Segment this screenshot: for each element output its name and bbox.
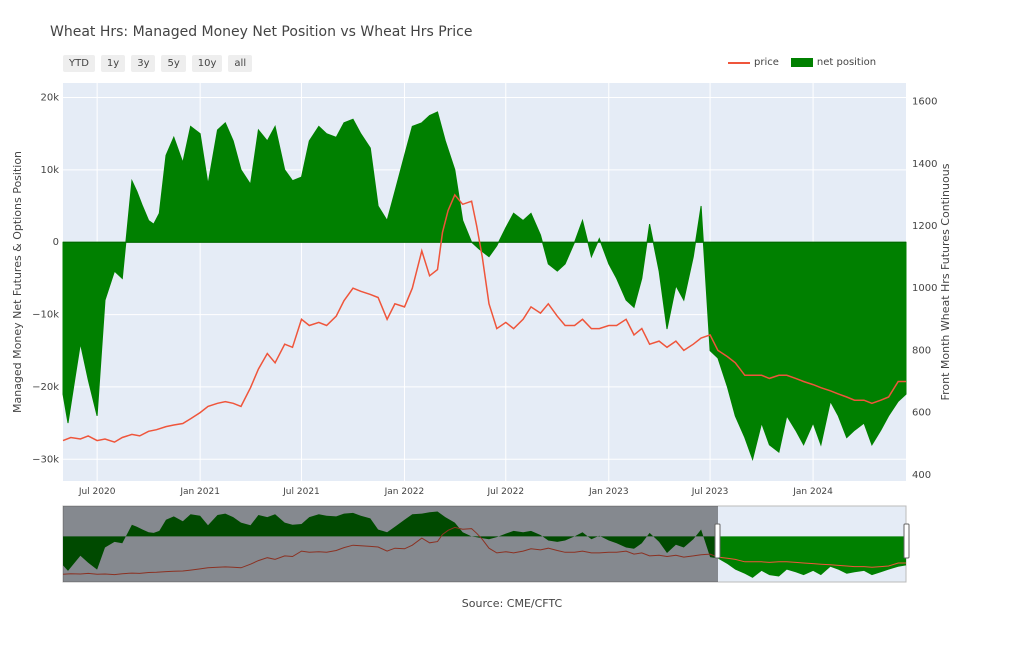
x-tick-label: Jul 2021: [282, 487, 320, 497]
price-line: [62, 193, 906, 443]
legend-price-swatch[interactable]: [728, 61, 750, 64]
y-left-tick-label: −20k: [32, 382, 59, 393]
range-button-3y[interactable]: 3y: [131, 55, 156, 72]
x-tick-label: Jan 2022: [384, 487, 425, 497]
y-right-tick-label: 1000: [912, 283, 937, 294]
range-slider: [62, 505, 910, 583]
x-tick-label: Jan 2023: [588, 487, 629, 497]
y-right-axis-title: Front Month Wheat Hrs Futures Continuous: [939, 163, 952, 400]
y-right-tick-label: 800: [912, 345, 931, 356]
range-slider-bg: [62, 505, 907, 583]
y-right-tick-label: 600: [912, 408, 931, 419]
legend-price-label[interactable]: price: [754, 57, 779, 68]
y-left-tick-label: −30k: [32, 454, 59, 465]
range-slider-handle-right: [903, 523, 910, 559]
range-button-ytd[interactable]: YTD: [63, 55, 95, 72]
range-slider-mask: [63, 506, 718, 582]
range-button-5y[interactable]: 5y: [161, 55, 186, 72]
legend-net-position-swatch[interactable]: [790, 58, 813, 67]
range-button-10y[interactable]: 10y: [191, 55, 223, 72]
range-selector: YTD 1y 3y 5y 10y all: [63, 55, 253, 72]
plot-area: [63, 83, 906, 481]
range-slider-price: [62, 526, 906, 576]
range-slider-net-position: [63, 511, 906, 578]
y-right-tick-label: 1400: [912, 159, 937, 170]
source-note: Source: CME/CFTC: [461, 597, 563, 610]
y-left-axis-title: Managed Money Net Futures & Options Posi…: [11, 151, 24, 413]
y-left-tick-label: −10k: [32, 310, 59, 321]
range-button-1y[interactable]: 1y: [100, 55, 126, 72]
legend: price net position: [728, 57, 876, 68]
y-right-tick-label: 400: [912, 470, 931, 481]
y-left-tick-label: 0: [53, 237, 59, 248]
chart-title: Wheat Hrs: Managed Money Net Position vs…: [50, 24, 473, 40]
range-slider-handle-left: [714, 523, 721, 559]
legend-net-position-label[interactable]: net position: [816, 57, 877, 68]
x-tick-label: Jan 2024: [792, 487, 833, 497]
y-left-tick-label: 20k: [40, 92, 59, 103]
x-tick-label: Jul 2022: [486, 487, 524, 497]
net-position-area: [62, 111, 907, 462]
y-left-tick-label: 10k: [40, 165, 59, 176]
y-right-tick-label: 1600: [912, 97, 937, 108]
x-tick-label: Jul 2020: [78, 487, 116, 497]
y-right-tick-label: 1200: [912, 221, 937, 232]
x-tick-label: Jul 2023: [691, 487, 729, 497]
range-button-all[interactable]: all: [228, 55, 253, 72]
x-tick-label: Jan 2021: [179, 487, 220, 497]
